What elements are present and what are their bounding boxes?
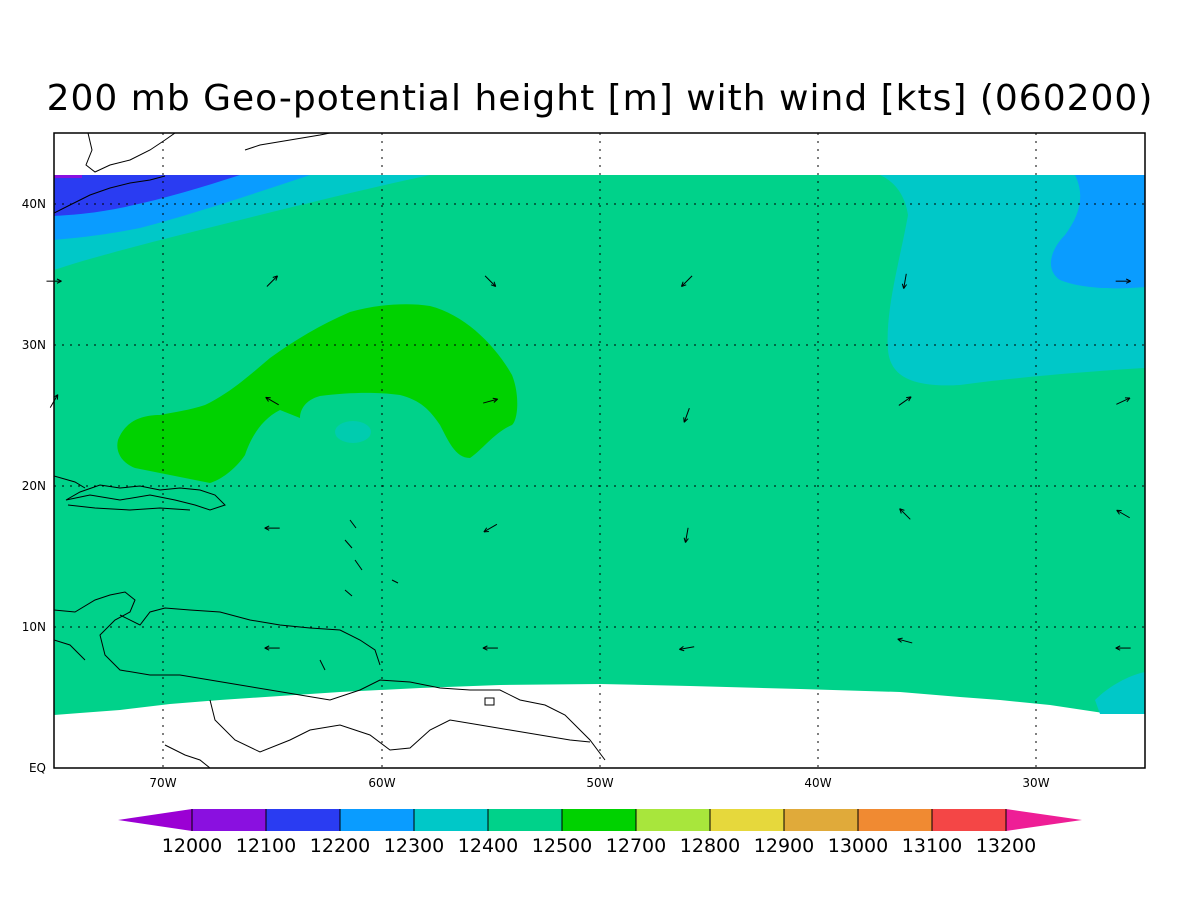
colorbar-label: 12800 — [680, 835, 740, 857]
x-tick-label: 30W — [1022, 776, 1049, 790]
wind-arrow — [482, 645, 498, 651]
wind-arrow — [901, 273, 908, 289]
wind-arrow — [484, 275, 497, 287]
wind-vectors — [46, 273, 1131, 652]
y-tick-label: 30N — [22, 338, 46, 352]
coastlines — [54, 133, 606, 768]
wind-arrow — [265, 396, 279, 406]
colorbar-label: 12700 — [606, 835, 666, 857]
wind-arrow — [1116, 509, 1130, 519]
wind-arrow — [1115, 645, 1131, 651]
wind-arrow — [898, 396, 912, 406]
wind-arrow — [899, 508, 911, 520]
plot-area — [54, 133, 1145, 768]
colorbar-swatch — [784, 809, 858, 831]
map-title: 200 mb Geo-potential height [m] with win… — [46, 78, 1154, 119]
colorbar: 12000 12100 12200 12300 12400 12500 1270… — [118, 809, 1082, 857]
x-tick-labels: 70W 60W 50W 40W 30W — [149, 776, 1049, 790]
wind-arrow — [1116, 397, 1131, 405]
wind-arrow — [897, 637, 913, 644]
colorbar-label: 12900 — [754, 835, 814, 857]
colorbar-label: 12000 — [162, 835, 222, 857]
y-tick-label: 20N — [22, 479, 46, 493]
x-tick-label: 60W — [368, 776, 395, 790]
wind-arrow — [483, 397, 498, 404]
colorbar-swatch — [562, 809, 636, 831]
wind-arrow — [483, 523, 498, 533]
colorbar-swatch — [192, 809, 266, 831]
graticule — [54, 133, 1145, 768]
colorbar-swatch — [414, 809, 488, 831]
colorbar-swatch — [488, 809, 562, 831]
colorbar-label: 13000 — [828, 835, 888, 857]
x-tick-label: 70W — [149, 776, 176, 790]
colorbar-low-arrow — [118, 809, 192, 831]
wind-arrow — [1115, 278, 1131, 284]
field-12400-se — [1095, 672, 1145, 714]
wind-arrow — [683, 527, 689, 543]
wind-arrow — [683, 408, 690, 423]
field-12300-ne — [1050, 175, 1145, 289]
colorbar-label: 12400 — [458, 835, 518, 857]
colorbar-label: 12200 — [310, 835, 370, 857]
colorbar-label: 12500 — [532, 835, 592, 857]
colorbar-swatch — [266, 809, 340, 831]
colorbar-swatch — [858, 809, 932, 831]
colorbar-swatch — [636, 809, 710, 831]
y-tick-label: 10N — [22, 620, 46, 634]
field-12100-nw — [54, 175, 82, 178]
wind-arrow — [266, 275, 278, 287]
colorbar-swatch — [932, 809, 1006, 831]
plot-frame — [53, 132, 1146, 769]
colorbar-label: 13100 — [902, 835, 962, 857]
colorbar-swatch — [340, 809, 414, 831]
colorbar-label: 13200 — [976, 835, 1036, 857]
colorbar-high-arrow — [1006, 809, 1082, 831]
colorbar-label: 12300 — [384, 835, 444, 857]
colorbar-swatch — [710, 809, 784, 831]
field-12500-pocket — [335, 421, 371, 443]
colorbar-label: 12100 — [236, 835, 296, 857]
y-tick-label: EQ — [29, 761, 46, 775]
x-tick-label: 40W — [804, 776, 831, 790]
y-tick-labels: EQ 10N 20N 30N 40N — [22, 197, 46, 775]
wind-arrow — [264, 645, 280, 651]
x-tick-label: 50W — [586, 776, 613, 790]
wind-arrow — [264, 525, 280, 531]
field-12700-high — [117, 304, 518, 483]
wind-arrow — [681, 275, 693, 287]
field-12200-nw — [54, 175, 240, 216]
y-tick-label: 40N — [22, 197, 46, 211]
wind-arrow — [679, 646, 695, 652]
